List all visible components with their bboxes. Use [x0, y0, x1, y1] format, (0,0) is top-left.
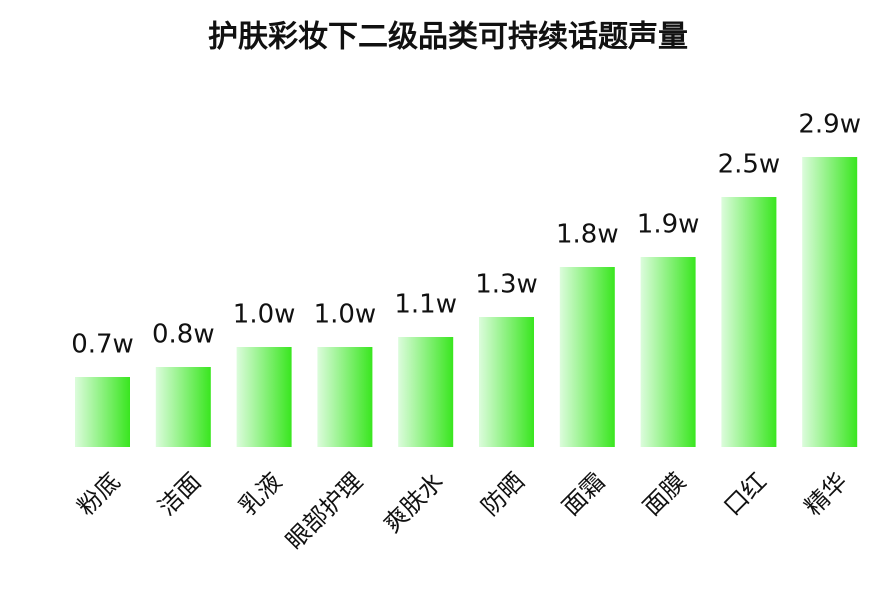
bar: [559, 267, 615, 447]
x-tick-label: 洁面: [153, 467, 207, 521]
bar: [721, 197, 777, 447]
bar: [640, 257, 696, 447]
value-label: 1.0w: [314, 300, 377, 330]
x-tick-label: 粉底: [72, 467, 126, 521]
x-tick-label: 面霜: [557, 467, 611, 521]
bar: [236, 347, 292, 447]
value-label: 1.1w: [394, 290, 457, 320]
value-label: 0.7w: [71, 330, 134, 360]
x-tick-label: 爽肤水: [378, 467, 449, 538]
bar: [317, 347, 373, 447]
bar: [802, 157, 858, 447]
x-tick-label: 眼部护理: [280, 467, 368, 555]
value-label: 1.3w: [475, 270, 538, 300]
x-tick-label: 精华: [799, 467, 853, 521]
value-label: 0.8w: [152, 320, 215, 350]
bar: [75, 377, 130, 447]
chart-title: 护肤彩妆下二级品类可持续话题声量: [208, 20, 688, 55]
value-label: 1.0w: [233, 300, 296, 330]
x-tick-label: 口红: [718, 467, 772, 521]
bar: [398, 337, 454, 447]
value-label: 2.9w: [798, 110, 861, 140]
x-tick-label: 面膜: [638, 467, 692, 521]
bar: [479, 317, 534, 447]
value-label: 1.9w: [637, 210, 700, 240]
x-tick-label: 防晒: [476, 467, 530, 521]
value-label: 1.8w: [556, 220, 619, 250]
value-label: 2.5w: [718, 150, 781, 180]
x-tick-label: 乳液: [234, 467, 288, 521]
bar: [155, 367, 211, 447]
